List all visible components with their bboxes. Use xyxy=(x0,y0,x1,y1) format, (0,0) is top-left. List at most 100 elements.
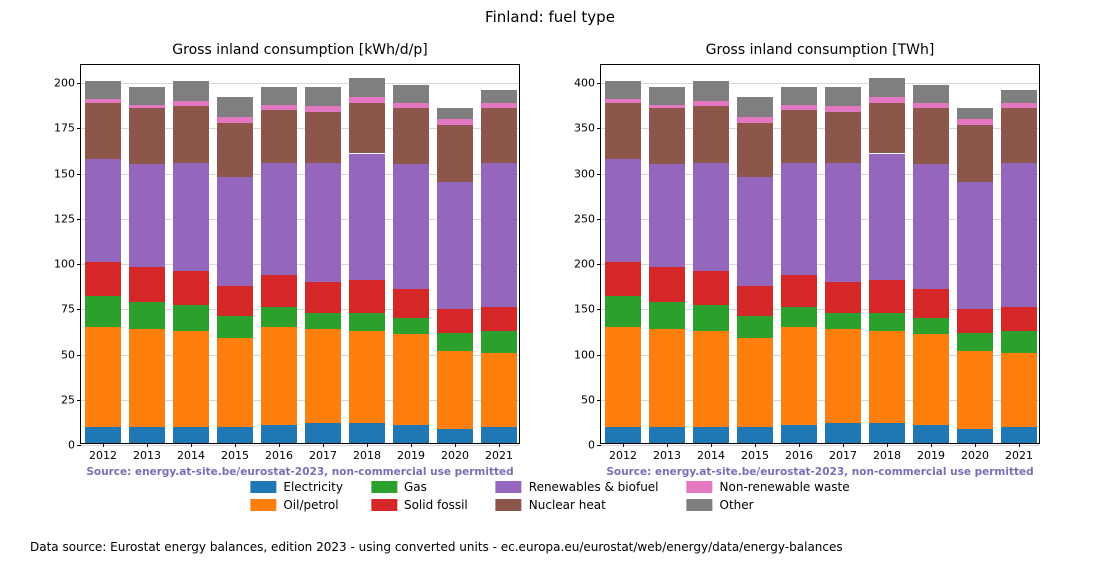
ytick-mark xyxy=(597,309,601,310)
legend-label: Solid fossil xyxy=(404,498,468,512)
subplot-right: Gross inland consumption [TWh] 050100150… xyxy=(600,42,1040,444)
bar-seg-other xyxy=(393,85,428,103)
bar-seg-oil_petrol xyxy=(173,331,208,427)
bar-seg-nuclear_heat xyxy=(85,103,120,159)
xtick-mark xyxy=(147,443,148,447)
bar-seg-nuclear_heat xyxy=(261,110,296,162)
bar-seg-non_renewable_waste xyxy=(481,103,516,108)
xtick-mark xyxy=(667,443,668,447)
xtick-mark xyxy=(323,443,324,447)
bar-seg-non_renewable_waste xyxy=(305,106,340,111)
source-note-right: Source: energy.at-site.be/eurostat-2023,… xyxy=(600,466,1040,478)
bar-seg-electricity xyxy=(393,425,428,443)
xtick-mark xyxy=(279,443,280,447)
legend-label: Nuclear heat xyxy=(529,498,606,512)
xtick-mark xyxy=(711,443,712,447)
figure-suptitle: Finland: fuel type xyxy=(0,8,1100,26)
xtick-mark xyxy=(455,443,456,447)
xtick-mark xyxy=(103,443,104,447)
bar-seg-non_renewable_waste xyxy=(869,97,904,102)
bar-seg-renewables_biofuel xyxy=(85,159,120,262)
ytick-mark xyxy=(77,128,81,129)
bar-seg-nuclear_heat xyxy=(605,103,640,159)
legend-item-nuclear_heat: Nuclear heat xyxy=(496,498,659,512)
bar-seg-solid_fossil xyxy=(173,271,208,305)
ytick-mark xyxy=(77,264,81,265)
xtick-mark xyxy=(887,443,888,447)
xtick-mark xyxy=(367,443,368,447)
bar-seg-solid_fossil xyxy=(437,309,472,333)
ytick-mark xyxy=(597,174,601,175)
bar-seg-non_renewable_waste xyxy=(737,117,772,122)
bar-seg-renewables_biofuel xyxy=(957,182,992,309)
bar-seg-non_renewable_waste xyxy=(1001,103,1036,108)
bar-seg-gas xyxy=(781,307,816,327)
bar-seg-nuclear_heat xyxy=(129,108,164,164)
bar-seg-gas xyxy=(261,307,296,327)
legend-item-electricity: Electricity xyxy=(250,480,343,494)
bar-seg-other xyxy=(605,81,640,99)
bar-seg-electricity xyxy=(737,427,772,443)
bar-seg-renewables_biofuel xyxy=(437,182,472,309)
bar-seg-gas xyxy=(913,318,948,334)
legend-item-other: Other xyxy=(687,498,850,512)
bar-seg-other xyxy=(481,90,516,103)
bar-seg-nuclear_heat xyxy=(913,108,948,164)
bar-seg-nuclear_heat xyxy=(781,110,816,162)
bar-seg-solid_fossil xyxy=(825,282,860,313)
bar-seg-oil_petrol xyxy=(869,331,904,423)
bar-seg-other xyxy=(737,97,772,117)
legend-label: Renewables & biofuel xyxy=(529,480,659,494)
bar-seg-electricity xyxy=(305,423,340,443)
legend-swatch xyxy=(496,499,522,511)
bar-seg-solid_fossil xyxy=(261,275,296,308)
bar-seg-other xyxy=(85,81,120,99)
bar-seg-other xyxy=(349,78,384,98)
bar-seg-other xyxy=(957,108,992,119)
bar-seg-other xyxy=(913,85,948,103)
subplot-left: Gross inland consumption [kWh/d/p] 02550… xyxy=(80,42,520,444)
xtick-mark xyxy=(623,443,624,447)
bar-seg-oil_petrol xyxy=(129,329,164,427)
legend-swatch xyxy=(496,481,522,493)
bar-seg-oil_petrol xyxy=(217,338,252,427)
bar-seg-gas xyxy=(393,318,428,334)
bar-seg-solid_fossil xyxy=(869,280,904,313)
bar-seg-solid_fossil xyxy=(1001,307,1036,331)
bar-seg-renewables_biofuel xyxy=(217,177,252,286)
bar-seg-nuclear_heat xyxy=(173,106,208,162)
bar-seg-renewables_biofuel xyxy=(305,163,340,282)
bar-seg-electricity xyxy=(957,429,992,443)
bar-seg-oil_petrol xyxy=(261,327,296,425)
bar-seg-gas xyxy=(737,316,772,338)
bar-seg-gas xyxy=(85,296,120,327)
bar-seg-oil_petrol xyxy=(393,334,428,424)
bar-seg-solid_fossil xyxy=(85,262,120,296)
bar-seg-non_renewable_waste xyxy=(693,101,728,106)
bar-seg-electricity xyxy=(781,425,816,443)
bar-seg-non_renewable_waste xyxy=(173,101,208,106)
bar-seg-electricity xyxy=(649,427,684,443)
bar-seg-other xyxy=(217,97,252,117)
ytick-mark xyxy=(77,445,81,446)
bar-seg-oil_petrol xyxy=(957,351,992,429)
bar-seg-solid_fossil xyxy=(649,267,684,301)
bar-seg-nuclear_heat xyxy=(737,123,772,177)
bar-seg-non_renewable_waste xyxy=(605,99,640,103)
bar-seg-nuclear_heat xyxy=(869,103,904,154)
bar-seg-oil_petrol xyxy=(305,329,340,423)
ytick-mark xyxy=(77,83,81,84)
bar-seg-solid_fossil xyxy=(129,267,164,301)
bar-seg-non_renewable_waste xyxy=(349,97,384,102)
bar-seg-solid_fossil xyxy=(393,289,428,318)
bar-seg-other xyxy=(129,87,164,105)
legend: ElectricityGasRenewables & biofuelNon-re… xyxy=(250,480,849,512)
bar-seg-renewables_biofuel xyxy=(825,163,860,282)
bar-seg-gas xyxy=(1001,331,1036,353)
xtick-mark xyxy=(843,443,844,447)
bar-seg-renewables_biofuel xyxy=(913,164,948,289)
ytick-mark xyxy=(597,355,601,356)
xtick-mark xyxy=(1019,443,1020,447)
legend-label: Oil/petrol xyxy=(283,498,338,512)
bar-seg-renewables_biofuel xyxy=(129,164,164,267)
